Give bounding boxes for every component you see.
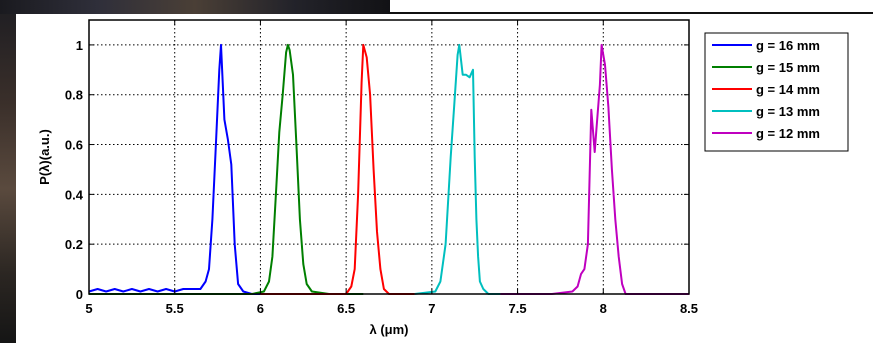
series-line xyxy=(260,43,415,295)
x-axis-label: λ (μm) xyxy=(369,322,408,337)
tick-marks xyxy=(88,20,690,295)
x-tick-label: 6 xyxy=(257,301,264,316)
plot-frame xyxy=(88,19,690,295)
background-divider xyxy=(388,12,873,14)
y-tick-label: 0.2 xyxy=(65,237,83,252)
y-tick-labels: 0 0.2 0.4 0.6 0.8 1 xyxy=(65,38,84,302)
y-tick-label: 0.4 xyxy=(65,187,84,202)
series-line xyxy=(89,43,364,295)
series-line xyxy=(500,43,689,295)
x-tick-labels: 5 5.5 6 6.5 7 7.5 8 8.5 xyxy=(85,301,698,316)
legend-label: g = 14 mm xyxy=(756,82,820,97)
legend-label: g = 15 mm xyxy=(756,60,820,75)
y-axis-label: P(λ)(a.u.) xyxy=(37,129,52,185)
x-tick-label: 6.5 xyxy=(337,301,355,316)
y-tick-label: 0 xyxy=(76,287,83,302)
x-tick-label: 8.5 xyxy=(680,301,698,316)
series-line xyxy=(414,43,501,295)
x-tick-label: 7.5 xyxy=(509,301,527,316)
grid-lines xyxy=(89,20,689,294)
legend: g = 16 mm g = 15 mm g = 14 mm g = 13 mm g = … xyxy=(704,32,849,152)
background-photo-top xyxy=(0,0,390,14)
legend-box xyxy=(704,32,849,152)
y-tick-label: 0.8 xyxy=(65,88,83,103)
legend-label: g = 12 mm xyxy=(756,126,820,141)
x-tick-label: 5 xyxy=(85,301,92,316)
series-layer xyxy=(88,43,689,295)
series-line xyxy=(88,43,261,295)
x-tick-label: 5.5 xyxy=(166,301,184,316)
background-photo-edge xyxy=(0,0,16,343)
x-tick-label: 7 xyxy=(428,301,435,316)
plot-area xyxy=(89,20,689,294)
x-tick-label: 8 xyxy=(600,301,607,316)
background-margin xyxy=(860,14,873,343)
y-tick-label: 0.6 xyxy=(65,138,83,153)
legend-label: g = 13 mm xyxy=(756,104,820,119)
legend-label: g = 16 mm xyxy=(756,38,820,53)
y-tick-label: 1 xyxy=(76,38,83,53)
